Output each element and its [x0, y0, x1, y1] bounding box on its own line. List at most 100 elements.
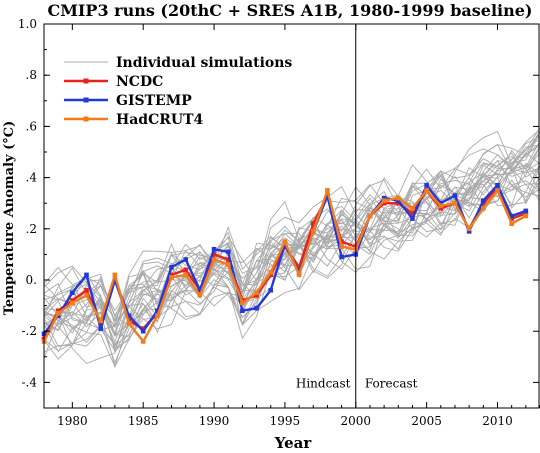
legend: Individual simulations NCDC GISTEMP HadCRUT… [64, 55, 292, 128]
data-point [523, 208, 529, 214]
data-point [395, 198, 401, 203]
data-point [98, 326, 103, 331]
y-tick-label: .4 [26, 171, 38, 185]
y-tick-label: 0. [26, 273, 37, 287]
data-point [126, 321, 132, 326]
y-tick-label: -.4 [21, 375, 37, 389]
data-point [211, 257, 217, 262]
data-point [169, 272, 174, 278]
ensemble-run [43, 152, 540, 327]
data-point [70, 298, 75, 303]
y-tick-label: .6 [26, 119, 37, 133]
data-point [240, 308, 245, 314]
data-point [55, 310, 61, 316]
data-point [254, 290, 259, 296]
data-point [169, 264, 174, 270]
data-point [481, 198, 486, 203]
data-point [523, 211, 529, 216]
legend-label: HadCRUT4 [116, 112, 203, 128]
data-point [495, 182, 500, 188]
data-point [183, 257, 189, 262]
x-tick-label: 2000 [340, 414, 371, 428]
x-tick-label: 1980 [57, 414, 88, 428]
legend-marker [83, 97, 89, 103]
data-point [339, 254, 344, 260]
data-point [509, 213, 514, 219]
data-point [126, 313, 132, 319]
x-tick-label: 2010 [482, 414, 513, 428]
x-tick-label: 1985 [128, 414, 159, 428]
y-axis-label: Temperature Anomaly (°C) [2, 121, 17, 316]
ensemble-run [43, 159, 540, 335]
data-point [410, 216, 415, 221]
data-point [395, 195, 401, 201]
data-point [211, 252, 217, 257]
data-point [339, 239, 344, 244]
data-point [268, 272, 274, 278]
data-point [282, 239, 288, 244]
series-hadcrut4 [41, 188, 529, 344]
data-point [183, 272, 189, 278]
y-tick-label: .2 [26, 222, 37, 236]
data-point [70, 300, 75, 306]
ensemble-run [43, 144, 540, 328]
ensemble-run [43, 172, 540, 345]
data-point [268, 287, 274, 293]
data-point [523, 213, 529, 219]
data-point [98, 321, 103, 326]
ensemble-run [43, 144, 540, 349]
legend-label: NCDC [116, 74, 163, 90]
data-point [112, 277, 118, 283]
ensemble-run [43, 136, 540, 326]
data-point [424, 182, 429, 188]
data-point [155, 308, 160, 314]
data-point [84, 287, 89, 293]
x-axis-label: Year [274, 434, 313, 452]
x-tick-label: 1990 [199, 414, 230, 428]
data-point [197, 293, 203, 298]
data-point [438, 206, 444, 211]
data-point [452, 193, 458, 198]
data-point [466, 229, 472, 234]
ensemble-run [43, 183, 540, 359]
data-point [466, 226, 472, 232]
data-point [55, 308, 61, 314]
data-point [310, 221, 316, 226]
data-point [84, 272, 89, 278]
legend-label: GISTEMP [116, 93, 192, 109]
data-point [381, 195, 387, 201]
legend-marker [83, 78, 89, 84]
data-point [183, 267, 189, 273]
data-point [424, 188, 429, 193]
data-point [410, 211, 415, 216]
data-point [296, 272, 302, 278]
data-point [254, 293, 259, 298]
data-point [225, 262, 231, 267]
y-tick-label: .8 [26, 68, 37, 82]
annotation-forecast: Forecast [365, 377, 418, 391]
data-point [112, 272, 118, 278]
data-point [225, 249, 231, 255]
data-point [339, 244, 344, 250]
plot-frame [43, 23, 540, 409]
data-point [268, 270, 274, 275]
y-tick-label: 1.0 [18, 17, 37, 31]
data-point [381, 198, 387, 203]
data-point [325, 188, 330, 193]
data-point [84, 293, 89, 298]
ensemble-layer [43, 127, 540, 369]
legend-marker [83, 116, 89, 122]
data-point [452, 200, 458, 206]
data-point [169, 275, 174, 280]
ensemble-run [43, 140, 540, 312]
data-point [481, 206, 486, 211]
y-tick-label: -.2 [21, 324, 37, 338]
ensemble-run [43, 132, 540, 334]
ensemble-run [43, 176, 540, 360]
data-point [438, 203, 444, 209]
data-point [240, 300, 245, 306]
data-point [381, 200, 387, 206]
data-point [495, 188, 500, 193]
axes-layer: 1980 1985 1990 1995 2000 2005 2010 -.4 -.2 0. .2 .4… [18, 17, 540, 428]
